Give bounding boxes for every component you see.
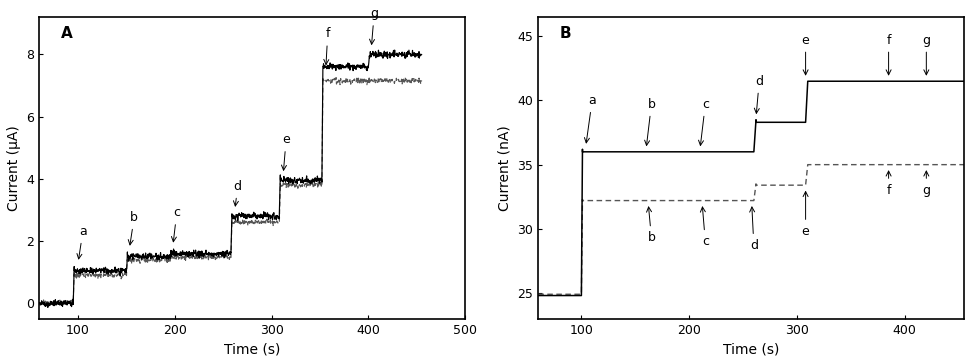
Text: e: e xyxy=(802,34,810,75)
Text: e: e xyxy=(802,192,810,238)
Text: c: c xyxy=(172,206,181,242)
Text: B: B xyxy=(559,26,571,41)
Text: e: e xyxy=(282,133,290,170)
Text: b: b xyxy=(645,98,655,146)
Text: g: g xyxy=(922,171,930,197)
Text: g: g xyxy=(922,34,930,75)
Text: b: b xyxy=(647,207,655,244)
X-axis label: Time (s): Time (s) xyxy=(224,342,281,356)
Text: d: d xyxy=(233,180,242,206)
Text: c: c xyxy=(698,98,709,146)
Text: d: d xyxy=(750,207,757,252)
X-axis label: Time (s): Time (s) xyxy=(723,342,780,356)
Text: f: f xyxy=(887,34,891,75)
Text: f: f xyxy=(887,171,891,197)
Text: b: b xyxy=(128,211,138,245)
Y-axis label: Current (nA): Current (nA) xyxy=(498,125,512,211)
Text: a: a xyxy=(585,94,596,143)
Y-axis label: Current (μA): Current (μA) xyxy=(7,125,21,211)
Text: A: A xyxy=(60,26,73,41)
Text: a: a xyxy=(77,225,86,259)
Text: c: c xyxy=(700,207,709,248)
Text: f: f xyxy=(323,27,330,65)
Text: g: g xyxy=(370,7,378,44)
Text: d: d xyxy=(754,75,763,113)
